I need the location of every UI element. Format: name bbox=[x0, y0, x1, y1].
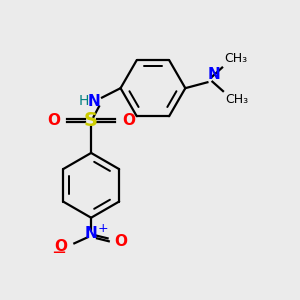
Text: O: O bbox=[55, 239, 68, 254]
Text: O: O bbox=[47, 113, 60, 128]
Text: N: N bbox=[87, 94, 100, 109]
Text: S: S bbox=[84, 111, 98, 130]
Text: H: H bbox=[79, 94, 89, 108]
Text: −: − bbox=[51, 244, 66, 262]
Text: O: O bbox=[122, 113, 135, 128]
Text: O: O bbox=[114, 234, 127, 249]
Text: +: + bbox=[98, 221, 108, 235]
Text: N: N bbox=[208, 67, 221, 82]
Text: N: N bbox=[85, 226, 98, 242]
Text: CH₃: CH₃ bbox=[226, 93, 249, 106]
Text: CH₃: CH₃ bbox=[224, 52, 247, 65]
